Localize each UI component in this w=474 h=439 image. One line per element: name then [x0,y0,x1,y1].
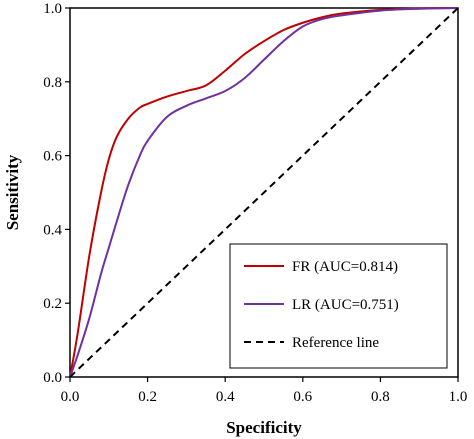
x-tick-label: 0.2 [138,389,157,405]
x-tick-label: 0.8 [371,389,390,405]
series-line-1 [69,7,459,378]
series-layer [69,7,459,378]
series-line-0 [69,7,459,378]
x-axis-label: Specificity [226,418,302,437]
x-tick-label: 0.0 [61,389,80,405]
plot-area [69,7,459,378]
y-tick-label: 0.8 [43,75,62,91]
x-tick-label: 1.0 [449,389,468,405]
series-line-2 [69,7,459,378]
x-tick-label: 0.4 [216,389,235,405]
legend-label-0: FR (AUC=0.814) [292,259,398,275]
x-tick-label: 0.6 [293,389,312,405]
plot-frame [69,7,459,378]
y-tick-label: 0.6 [43,149,62,165]
legend-box [229,243,448,369]
y-tick-label: 1.0 [43,1,62,17]
axis-layer: 0.0 0.2 0.4 0.6 0.8 1.0 0.0 0.2 0.4 0.6 0.8 1.0 [43,1,467,405]
y-axis-label: Sensitivity [3,154,22,230]
y-tick-label: 0.0 [43,370,62,386]
legend-label-1: LR (AUC=0.751) [292,297,399,313]
legend-label-2: Reference line [292,335,379,351]
y-tick-label: 0.4 [43,222,62,238]
legend: FR (AUC=0.814) LR (AUC=0.751) Reference li… [229,243,448,369]
y-tick-label: 0.2 [43,296,62,312]
